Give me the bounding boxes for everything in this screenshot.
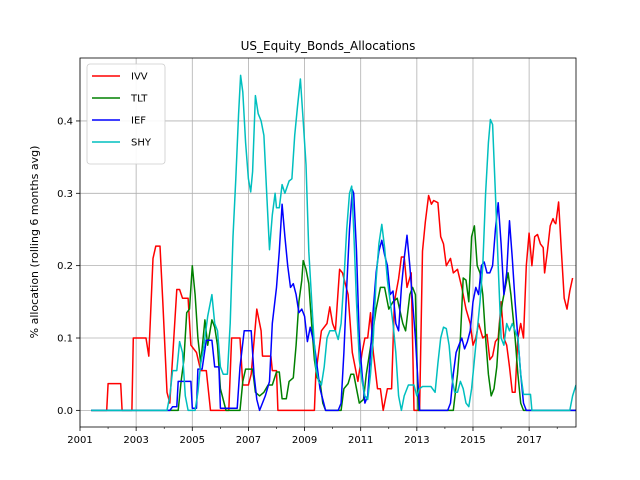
legend: IVV TLT IEF SHY xyxy=(86,63,166,165)
x-tick-label: 2007 xyxy=(236,435,261,446)
y-axis-label: % allocation (rolling 6 months avg) xyxy=(28,146,41,339)
x-tick-label: 2009 xyxy=(292,435,317,446)
axis-ticks: 2001 2003 2005 2007 2009 2011 2013 2015 2017 0.0 0… xyxy=(57,116,558,446)
legend-label-ief: IEF xyxy=(131,116,146,127)
x-tick-label: 2013 xyxy=(404,435,429,446)
x-tick-label: 2003 xyxy=(123,435,148,446)
y-tick-label: 0.2 xyxy=(57,261,73,272)
legend-label-ivv: IVV xyxy=(131,72,148,83)
y-tick-label: 0.0 xyxy=(57,406,73,417)
y-tick-label: 0.1 xyxy=(57,334,73,345)
series-line-shy xyxy=(91,74,576,412)
y-tick-label: 0.4 xyxy=(57,116,73,127)
y-tick-label: 0.3 xyxy=(57,189,73,200)
chart-title: US_Equity_Bonds_Allocations xyxy=(241,39,416,53)
series-line-ief xyxy=(91,188,576,412)
legend-box xyxy=(86,63,166,165)
legend-label-tlt: TLT xyxy=(130,94,148,105)
x-tick-label: 2001 xyxy=(67,435,92,446)
x-tick-label: 2015 xyxy=(460,435,485,446)
x-tick-label: 2017 xyxy=(516,435,541,446)
x-tick-label: 2011 xyxy=(348,435,373,446)
x-tick-label: 2005 xyxy=(180,435,205,446)
legend-label-shy: SHY xyxy=(131,138,152,149)
plot-area-frame xyxy=(79,57,577,428)
series-lines xyxy=(91,74,576,412)
